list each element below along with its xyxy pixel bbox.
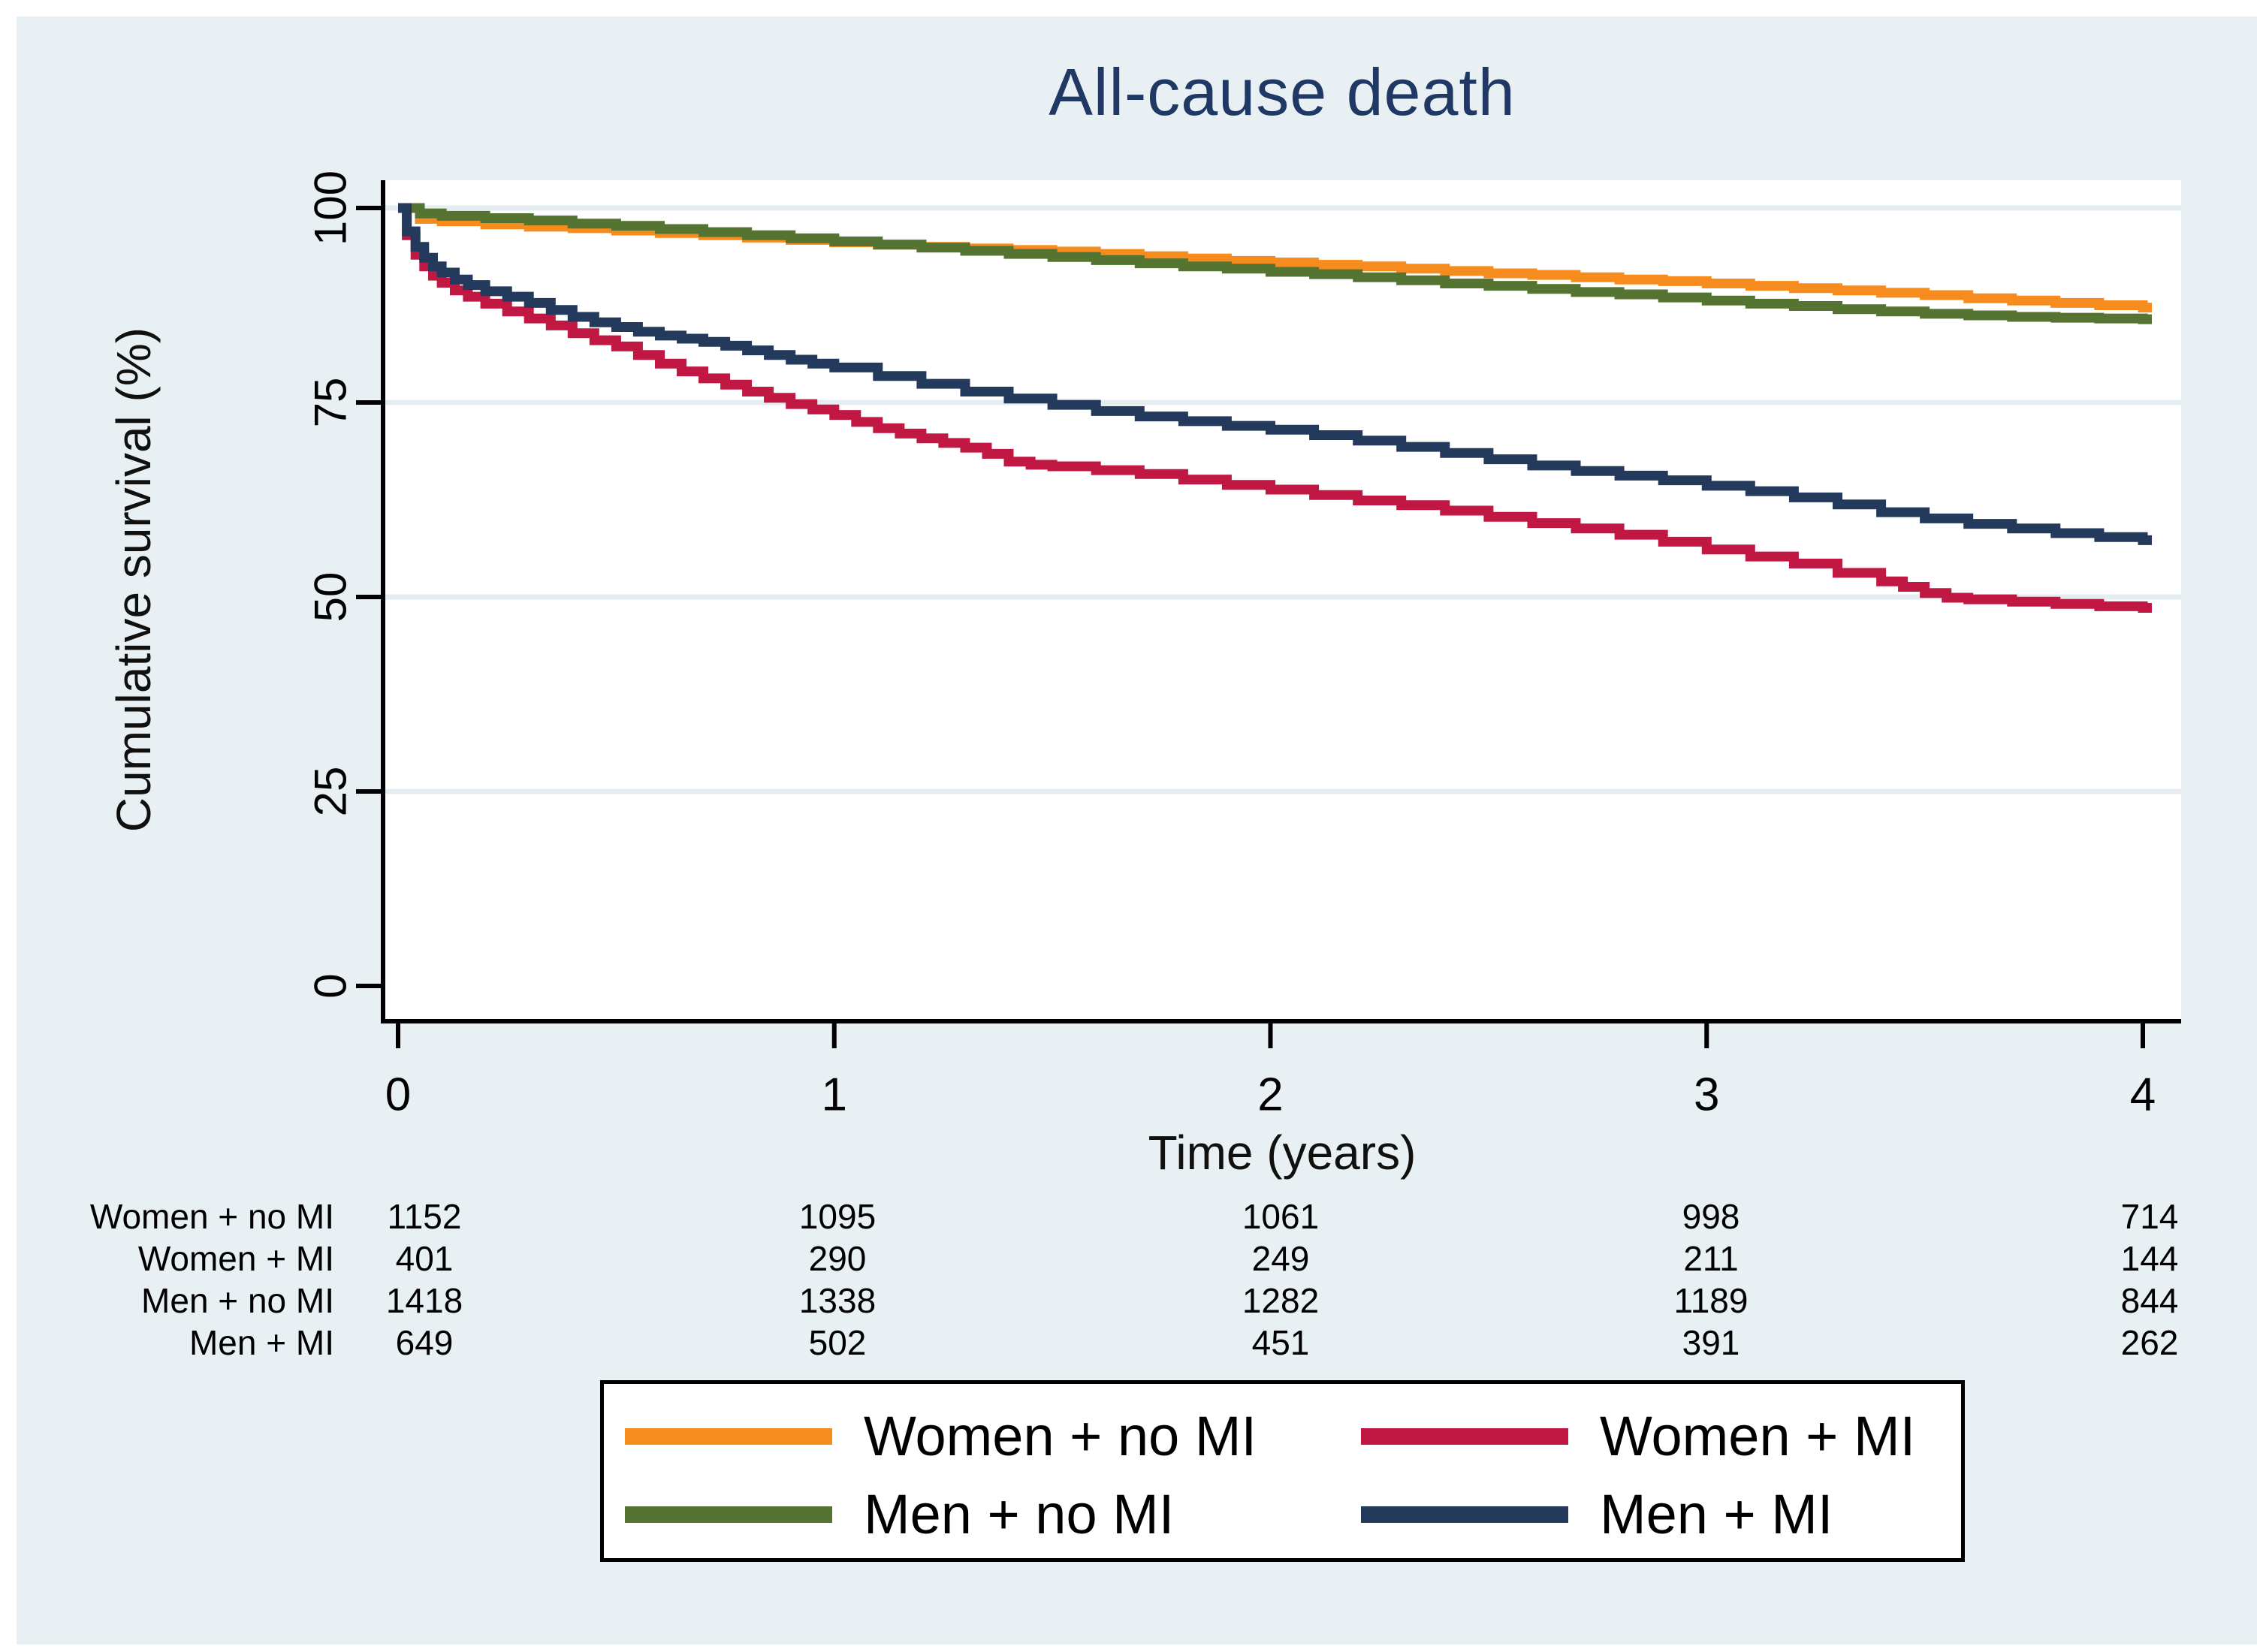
risk-value: 391 xyxy=(1682,1323,1740,1362)
risk-value: 844 xyxy=(2120,1281,2179,1320)
y-axis-label: Cumulative survival (%) xyxy=(107,327,161,833)
series-line-men-no-mi xyxy=(398,203,2152,324)
risk-row-label: Men + MI xyxy=(189,1323,334,1362)
risk-value: 1095 xyxy=(798,1197,877,1236)
risk-value: 290 xyxy=(808,1239,867,1278)
legend: Women + no MI Women + MI Men + no MI Men + … xyxy=(600,1380,1965,1562)
x-tick-label-2: 2 xyxy=(1257,1069,1283,1121)
x-axis-label: Time (years) xyxy=(1148,1126,1417,1180)
x-tick-label-4: 4 xyxy=(2130,1069,2156,1121)
y-tick-label-100: 100 xyxy=(306,170,356,246)
series-line-women-mi xyxy=(398,203,2152,613)
legend-label: Women + MI xyxy=(1600,1405,1916,1467)
risk-value: 649 xyxy=(395,1323,454,1362)
risk-value: 502 xyxy=(808,1323,867,1362)
chart-title: All-cause death xyxy=(1049,55,1516,129)
legend-label: Women + no MI xyxy=(864,1405,1257,1467)
legend-swatch-men-mi xyxy=(1361,1506,1568,1523)
risk-value: 262 xyxy=(2120,1323,2179,1362)
risk-value: 211 xyxy=(1683,1239,1739,1278)
risk-value: 1338 xyxy=(798,1281,877,1320)
x-tick-label-1: 1 xyxy=(822,1069,847,1121)
legend-swatch-women-no-mi xyxy=(625,1428,832,1445)
risk-row-label: Women + MI xyxy=(137,1239,334,1278)
x-tick-label-0: 0 xyxy=(385,1069,411,1121)
legend-label: Men + MI xyxy=(1600,1483,1833,1545)
risk-value: 1061 xyxy=(1242,1197,1320,1236)
plot-area xyxy=(383,180,2181,1021)
risk-value: 1152 xyxy=(387,1197,462,1236)
y-tick-label-25: 25 xyxy=(306,767,356,817)
y-tick-label-75: 75 xyxy=(306,378,356,428)
y-tick-label-50: 50 xyxy=(306,572,356,623)
legend-swatch-men-no-mi xyxy=(625,1506,832,1523)
risk-value: 998 xyxy=(1682,1197,1740,1236)
x-tick-label-3: 3 xyxy=(1694,1069,1719,1121)
risk-value: 1282 xyxy=(1242,1281,1320,1320)
series-line-men-mi xyxy=(398,203,2152,545)
risk-value: 1189 xyxy=(1673,1281,1749,1320)
legend-swatch-women-mi xyxy=(1361,1428,1568,1445)
y-tick-label-0: 0 xyxy=(306,973,356,998)
risk-value: 714 xyxy=(2120,1197,2179,1236)
risk-value: 1418 xyxy=(385,1281,463,1320)
risk-value: 144 xyxy=(2120,1239,2179,1278)
risk-value: 451 xyxy=(1251,1323,1310,1362)
risk-value: 401 xyxy=(395,1239,454,1278)
risk-row-label: Men + no MI xyxy=(141,1281,334,1320)
legend-label: Men + no MI xyxy=(864,1483,1175,1545)
risk-value: 249 xyxy=(1251,1239,1310,1278)
risk-row-label: Women + no MI xyxy=(89,1197,334,1236)
